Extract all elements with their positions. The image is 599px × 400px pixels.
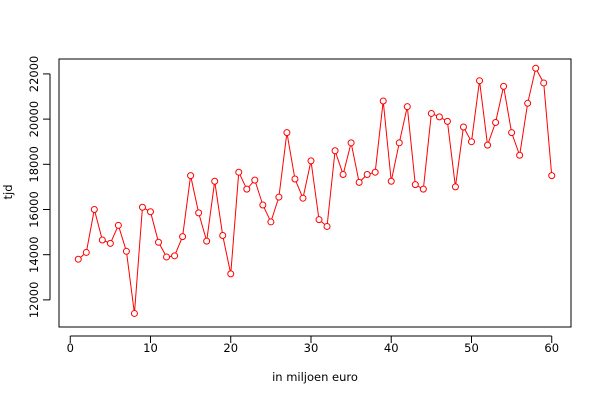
- data-point: [122, 247, 130, 255]
- data-point: [459, 123, 467, 131]
- data-point: [443, 117, 451, 125]
- data-point: [243, 185, 251, 193]
- data-point: [211, 177, 219, 185]
- data-point: [548, 172, 556, 180]
- data-point: [307, 157, 315, 165]
- data-point: [259, 201, 267, 209]
- x-tick-label: 30: [304, 341, 319, 355]
- x-tick-label: 40: [384, 341, 399, 355]
- data-point: [251, 176, 259, 184]
- data-point: [299, 194, 307, 202]
- data-point: [323, 222, 331, 230]
- data-point: [315, 216, 323, 224]
- series-line: [77, 66, 553, 314]
- x-axis: 0 10 20 30 40 50 60: [67, 335, 559, 355]
- data-point: [451, 183, 459, 191]
- data-point: [203, 237, 211, 245]
- x-tick-label: 0: [67, 341, 74, 355]
- x-axis-title: in miljoen euro: [272, 370, 358, 384]
- data-point: [371, 168, 379, 176]
- data-point: [219, 231, 227, 239]
- y-tick-label: 18000: [27, 146, 41, 183]
- data-point: [235, 168, 243, 176]
- data-points: [74, 64, 556, 317]
- y-tick-label: 16000: [27, 191, 41, 228]
- data-point: [331, 147, 339, 155]
- data-point: [155, 238, 163, 246]
- data-point: [476, 77, 484, 85]
- data-point: [379, 97, 387, 105]
- x-tick-label: 60: [544, 341, 559, 355]
- data-point: [90, 205, 98, 213]
- data-point: [516, 151, 524, 159]
- y-axis: 12000 14000 16000 18000 20000 22000: [27, 56, 51, 319]
- data-point: [114, 221, 122, 229]
- data-point: [82, 248, 90, 256]
- data-point: [395, 139, 403, 147]
- data-point: [484, 141, 492, 149]
- data-point: [106, 239, 114, 247]
- data-point: [532, 64, 540, 72]
- y-tick-label: 20000: [27, 101, 41, 138]
- data-point: [267, 218, 275, 226]
- data-point: [275, 193, 283, 201]
- data-point: [171, 252, 179, 260]
- x-tick-label: 50: [464, 341, 479, 355]
- data-point: [130, 309, 138, 317]
- data-point: [74, 255, 82, 263]
- data-point: [427, 109, 435, 117]
- data-point: [98, 236, 106, 244]
- data-point: [403, 103, 411, 111]
- y-axis-title: tjd: [1, 184, 15, 199]
- x-tick-label: 10: [143, 341, 158, 355]
- data-point: [195, 209, 203, 217]
- data-point: [419, 185, 427, 193]
- x-tick-label: 20: [223, 341, 238, 355]
- data-point: [355, 178, 363, 186]
- data-point: [467, 138, 475, 146]
- data-point: [411, 181, 419, 189]
- data-point: [138, 203, 146, 211]
- data-point: [227, 270, 235, 278]
- y-tick-label: 14000: [27, 236, 41, 273]
- data-point: [339, 170, 347, 178]
- data-point: [187, 172, 195, 180]
- y-tick-label: 22000: [27, 56, 41, 93]
- plot-frame: [58, 58, 572, 328]
- data-point: [387, 177, 395, 185]
- data-point: [146, 208, 154, 216]
- data-point: [435, 113, 443, 121]
- data-point: [179, 233, 187, 241]
- data-point: [540, 79, 548, 87]
- data-point: [283, 129, 291, 137]
- data-point: [492, 118, 500, 126]
- data-point: [347, 139, 355, 147]
- data-point: [500, 82, 508, 90]
- data-point: [508, 129, 516, 137]
- data-point: [363, 170, 371, 178]
- y-tick-label: 12000: [27, 282, 41, 319]
- data-point: [291, 175, 299, 183]
- data-point: [163, 253, 171, 261]
- data-point: [524, 99, 532, 107]
